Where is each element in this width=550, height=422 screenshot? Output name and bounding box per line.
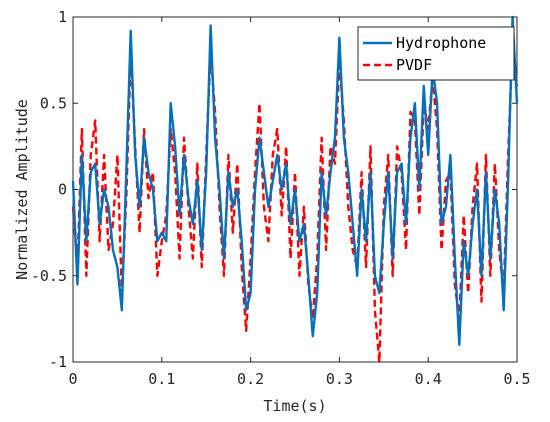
x-tick-label: 0.4 [415,370,442,388]
series-layer [71,15,519,364]
x-tick-label: 0.2 [237,370,264,388]
x-tick-label: 0.5 [503,370,530,388]
legend-label-pvdf: PVDF [396,56,432,74]
y-tick-label: 0 [58,181,67,199]
x-tick-label: 0.1 [148,370,175,388]
x-tick-label: 0.3 [326,370,353,388]
series-line-hydrophone [71,15,519,346]
y-axis-label: Normalized Amplitude [13,99,31,280]
y-tick-label: 1 [58,8,67,26]
y-tick-label: -0.5 [31,267,67,285]
tick-layer: 0 0.1 0.2 0.3 0.4 0.5 -1 -0.5 0 0.5 1 [31,8,531,388]
y-tick-label: 0.5 [40,94,67,112]
series-line-pvdf [71,41,519,364]
legend-box [357,26,515,81]
x-tick-label: 0 [68,370,77,388]
legend-label-hydrophone: Hydrophone [396,34,486,52]
x-axis-label: Time(s) [263,397,326,415]
legend: Hydrophone PVDF [357,26,515,81]
y-tick-label: -1 [49,353,67,371]
